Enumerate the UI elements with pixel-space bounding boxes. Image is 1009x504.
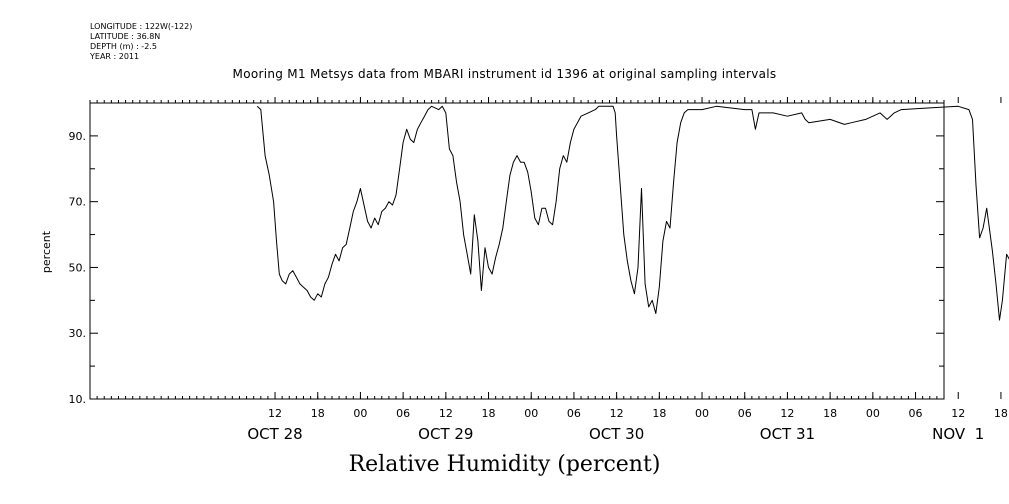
x-day-label: OCT 28	[247, 425, 302, 443]
x-tick-label: 12	[268, 407, 282, 420]
x-day-label: OCT 31	[760, 425, 815, 443]
y-tick-label: 50.	[69, 261, 87, 274]
x-tick-label: 00	[695, 407, 709, 420]
humidity-series-line	[256, 105, 1009, 321]
y-tick-label: 30.	[69, 327, 87, 340]
longitude-label: LONGITUDE : 122W(-122)	[90, 22, 193, 31]
plot-frame	[89, 102, 945, 400]
series-layer	[256, 105, 1009, 321]
y-tick-label: 10.	[69, 393, 87, 406]
x-tick-label: 12	[951, 407, 965, 420]
axis-layer: 1218000612180006121800061218000612180006…	[69, 97, 1008, 443]
x-day-label: NOV 1	[932, 425, 984, 443]
x-tick-label: 06	[396, 407, 410, 420]
y-axis-label: percent	[40, 230, 53, 273]
depth-label: DEPTH (m) : -2.5	[90, 42, 157, 51]
x-tick-label: 00	[866, 407, 880, 420]
chart-title: Mooring M1 Metsys data from MBARI instru…	[232, 67, 777, 81]
latitude-label: LATITUDE : 36.8N	[90, 32, 161, 41]
x-day-label: OCT 29	[418, 425, 473, 443]
x-tick-label: 18	[994, 407, 1008, 420]
x-tick-label: 12	[780, 407, 794, 420]
x-day-label: OCT 30	[589, 425, 644, 443]
y-tick-label: 70.	[69, 196, 87, 209]
x-tick-label: 18	[823, 407, 837, 420]
x-tick-label: 00	[353, 407, 367, 420]
x-tick-label: 18	[652, 407, 666, 420]
year-label: YEAR : 2011	[90, 52, 140, 61]
x-tick-label: 18	[311, 407, 325, 420]
x-tick-label: 06	[738, 407, 752, 420]
y-tick-label: 90.	[69, 130, 87, 143]
x-tick-label: 06	[567, 407, 581, 420]
x-tick-label: 12	[610, 407, 624, 420]
x-tick-label: 00	[524, 407, 538, 420]
x-tick-label: 18	[482, 407, 496, 420]
mooring-metadata: LONGITUDE : 122W(-122) LATITUDE : 36.8N …	[90, 22, 192, 62]
chart-caption: Relative Humidity (percent)	[348, 452, 661, 477]
x-tick-label: 12	[439, 407, 453, 420]
x-tick-label: 06	[909, 407, 923, 420]
